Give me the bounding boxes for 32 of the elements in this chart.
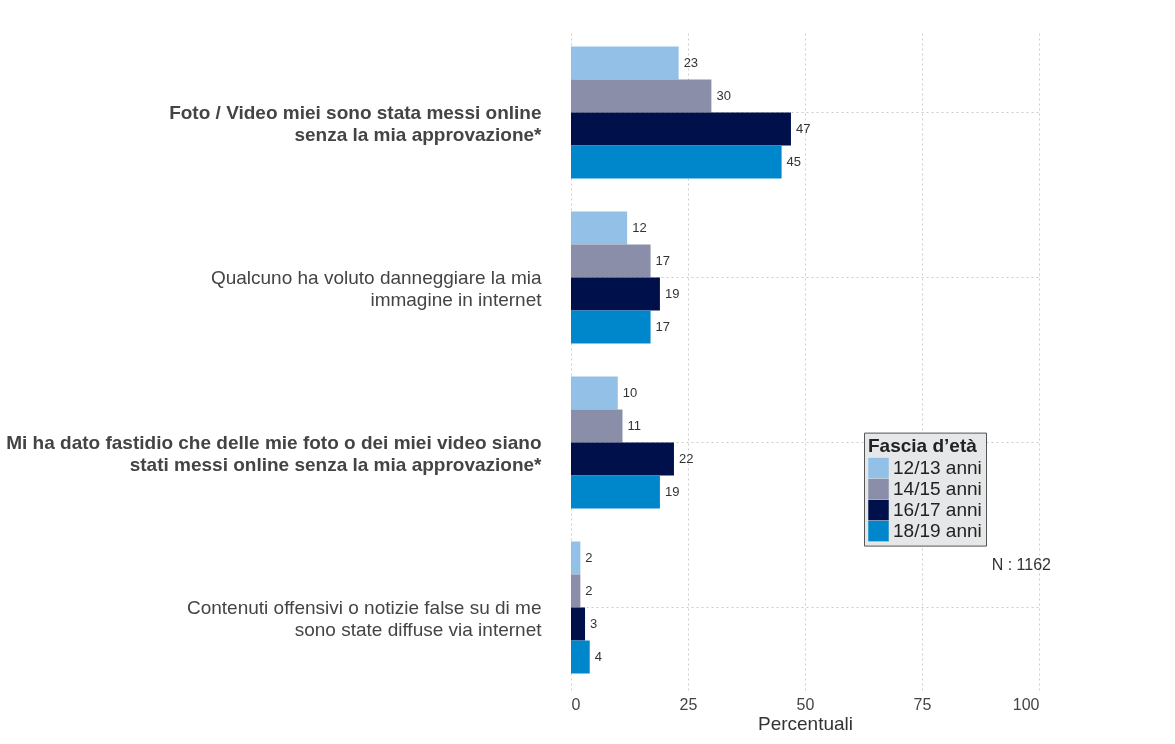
y-tick-label: Mi ha dato fastidio che delle mie foto o dei miei video siano stati messi online senza la mia approvazione* <box>6 431 543 475</box>
data-label: 2 <box>585 550 593 565</box>
data-label: 45 <box>786 154 802 169</box>
data-label: 11 <box>627 418 641 433</box>
data-label: 23 <box>683 55 699 70</box>
data-label: 10 <box>622 385 638 400</box>
x-tick-label: 0 <box>571 695 581 713</box>
data-label: 17 <box>655 319 671 334</box>
y-tick-label: Qualcuno ha voluto danneggiare la mia immagine in internet <box>210 266 543 310</box>
data-label: 30 <box>716 88 731 103</box>
legend-label: 14/15 anni <box>893 478 982 500</box>
data-label: 3 <box>590 616 598 631</box>
legend-label: 18/19 anni <box>893 520 982 542</box>
data-label: 12 <box>632 220 647 235</box>
data-label: 17 <box>655 253 671 268</box>
data-label: 2 <box>585 583 593 598</box>
annotation: N : 1162 <box>991 555 1052 573</box>
legend-title: Fascia d’età <box>868 434 978 456</box>
y-tick-label: Contenuti offensivi o notizie false su di me sono state diffuse via internet <box>186 596 543 640</box>
data-label: 4 <box>594 649 602 664</box>
x-axis-title: Percentuali <box>757 712 854 734</box>
x-tick-label: 100 <box>1012 695 1040 713</box>
data-label: 47 <box>795 121 811 136</box>
data-label: 22 <box>678 451 694 466</box>
x-tick-label: 25 <box>679 695 698 713</box>
legend-label: 16/17 anni <box>893 499 982 521</box>
x-tick-label: 50 <box>796 695 815 713</box>
x-tick-label: 75 <box>913 695 932 713</box>
legend-label: 12/13 anni <box>893 457 982 479</box>
y-tick-label: Foto / Video miei sono stata messi online senza la mia approvazione* <box>169 101 543 145</box>
data-label: 19 <box>664 286 680 301</box>
data-label: 19 <box>664 484 680 499</box>
